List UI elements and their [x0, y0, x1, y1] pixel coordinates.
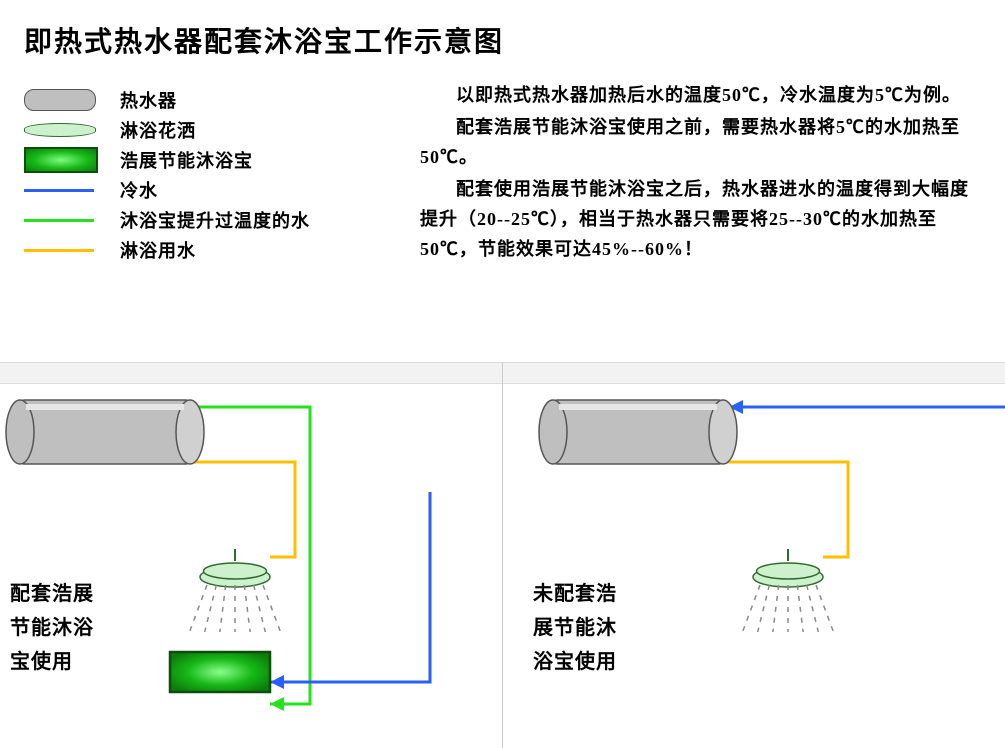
panel-with-device: 配套浩展节能沐浴宝使用	[0, 362, 502, 748]
legend-icon	[24, 147, 104, 173]
legend-label: 淋浴用水	[120, 237, 196, 263]
intro-paragraph: 配套浩展节能沐浴宝使用之前，需要热水器将5℃的水加热至50℃。	[420, 112, 980, 172]
legend-icon	[24, 219, 104, 222]
intro-paragraph: 以即热式热水器加热后水的温度50℃，冷水温度为5℃为例。	[420, 80, 980, 110]
legend-icon	[24, 89, 104, 111]
legend-label: 浩展节能沐浴宝	[120, 147, 253, 173]
legend-icon	[24, 123, 104, 137]
legend-row: 沐浴宝提升过温度的水	[24, 205, 310, 235]
intro-paragraph: 配套使用浩展节能沐浴宝之后，热水器进水的温度得到大幅度提升（20--25℃），相…	[420, 174, 980, 264]
legend-label: 热水器	[120, 87, 177, 113]
caption-right: 未配套浩展节能沐浴宝使用	[533, 577, 617, 679]
legend-row: 热水器	[24, 85, 310, 115]
legend-row: 冷水	[24, 175, 310, 205]
legend-label: 冷水	[120, 177, 158, 203]
legend: 热水器淋浴花洒浩展节能沐浴宝冷水沐浴宝提升过温度的水淋浴用水	[24, 85, 310, 265]
legend-label: 沐浴宝提升过温度的水	[120, 207, 310, 233]
caption-left: 配套浩展节能沐浴宝使用	[10, 577, 94, 679]
intro-text: 以即热式热水器加热后水的温度50℃，冷水温度为5℃为例。配套浩展节能沐浴宝使用之…	[420, 80, 980, 266]
legend-row: 淋浴用水	[24, 235, 310, 265]
panel-without-device: 未配套浩展节能沐浴宝使用	[503, 362, 1005, 748]
legend-icon	[24, 249, 104, 252]
page-title: 即热式热水器配套沐浴宝工作示意图	[24, 20, 504, 60]
legend-label: 淋浴花洒	[120, 117, 196, 143]
legend-row: 淋浴花洒	[24, 115, 310, 145]
legend-row: 浩展节能沐浴宝	[24, 145, 310, 175]
legend-icon	[24, 189, 104, 192]
